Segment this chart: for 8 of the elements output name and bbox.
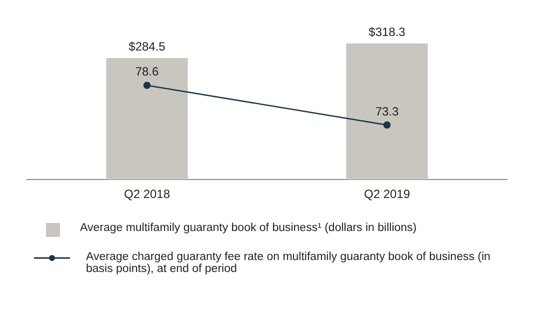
data-label: 73.3 xyxy=(375,104,399,118)
legend-label: Average multifamily guaranty book of business¹ (dollars in billions) xyxy=(80,222,417,234)
x-tick-label: Q2 2018 xyxy=(124,187,170,202)
x-tick-label: Q2 2019 xyxy=(364,187,410,202)
data-label: $284.5 xyxy=(128,39,166,54)
data-label: 78.6 xyxy=(135,64,159,79)
data-label: $318.3 xyxy=(368,24,406,39)
legend-label: Average charged guaranty fee rate on multifamily guaranty book of business (in basis points), at end of period xyxy=(86,251,492,275)
